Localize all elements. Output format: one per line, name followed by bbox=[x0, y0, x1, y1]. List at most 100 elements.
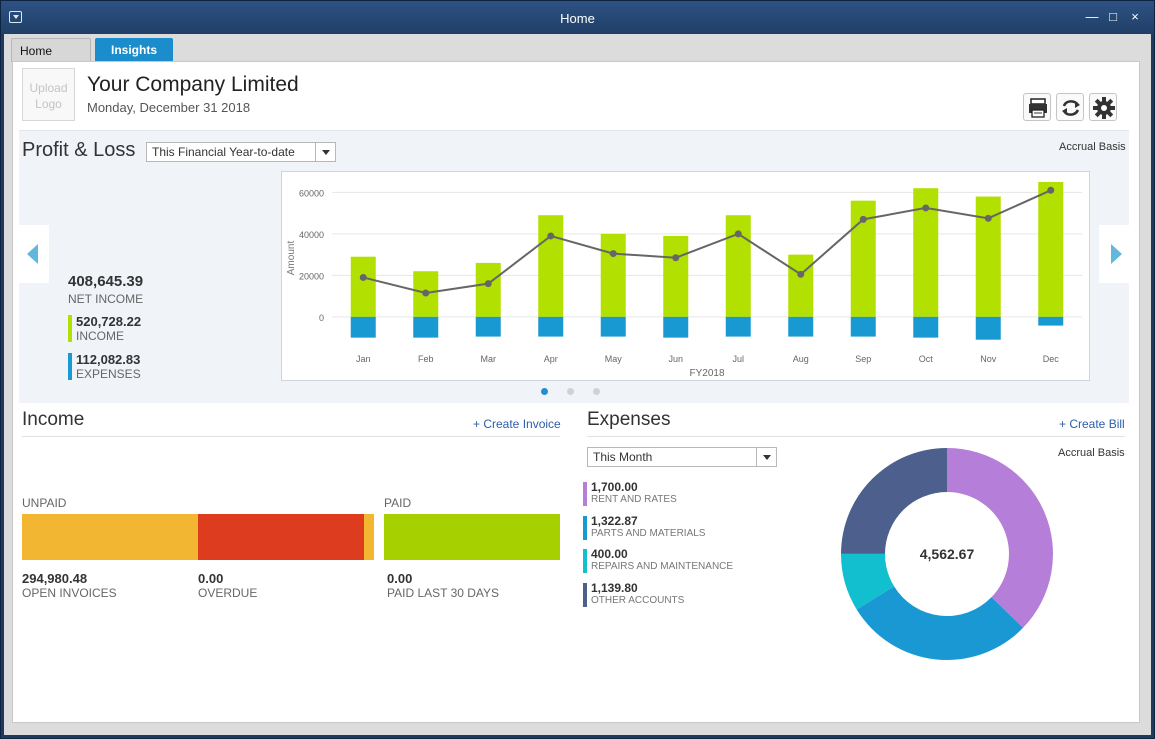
income-color-marker bbox=[68, 315, 72, 342]
net-income-point[interactable] bbox=[484, 280, 492, 288]
window-title: Home bbox=[560, 11, 595, 26]
income-section-title: Income bbox=[22, 409, 85, 430]
net-income-point[interactable] bbox=[672, 254, 680, 262]
income-bar[interactable] bbox=[663, 235, 689, 317]
paid-label: PAID bbox=[384, 496, 412, 510]
tab-insights[interactable]: Insights bbox=[95, 38, 173, 62]
expense-parts-and-materials[interactable]: 1,322.87 PARTS AND MATERIALS bbox=[583, 514, 783, 544]
expenses-donut-svg: 4,562.67 bbox=[841, 448, 1053, 660]
income-summary: 520,728.22 INCOME bbox=[68, 314, 208, 344]
expense-bar[interactable] bbox=[975, 316, 1001, 340]
net-income-point[interactable] bbox=[984, 214, 992, 222]
net-income-point[interactable] bbox=[797, 270, 805, 278]
create-bill-link[interactable]: + Create Bill bbox=[1059, 417, 1125, 431]
donut-slice[interactable] bbox=[856, 586, 1024, 660]
open-invoices-bar-end[interactable] bbox=[364, 514, 374, 560]
overdue-label: OVERDUE bbox=[198, 586, 258, 600]
x-tick-label: Aug bbox=[793, 354, 809, 364]
next-chart-arrow[interactable] bbox=[1099, 225, 1129, 283]
income-bar[interactable] bbox=[475, 262, 501, 317]
title-bar: Home — □ × bbox=[1, 1, 1154, 34]
income-summary-label: INCOME bbox=[76, 329, 124, 343]
y-axis-label: Amount bbox=[286, 241, 297, 276]
expense-bar[interactable] bbox=[538, 316, 564, 337]
minimize-icon[interactable]: — bbox=[1085, 9, 1099, 24]
x-tick-label: Jul bbox=[732, 354, 744, 364]
income-bar[interactable] bbox=[1038, 182, 1064, 317]
x-tick-label: May bbox=[605, 354, 623, 364]
chevron-down-icon[interactable] bbox=[315, 143, 335, 161]
y-tick-label: 40000 bbox=[299, 230, 324, 240]
donut-slice[interactable] bbox=[947, 448, 1053, 628]
rent-value: 1,700.00 bbox=[591, 480, 638, 494]
paid-value: 0.00 bbox=[387, 571, 413, 586]
previous-chart-arrow[interactable] bbox=[19, 225, 49, 283]
company-name: Your Company Limited bbox=[87, 73, 299, 96]
net-income-value: 408,645.39 bbox=[68, 273, 144, 290]
income-summary-value: 520,728.22 bbox=[76, 314, 142, 329]
expense-other-accounts[interactable]: 1,139.80 OTHER ACCOUNTS bbox=[583, 581, 783, 611]
profit-and-loss-section: Profit & Loss This Financial Year-to-dat… bbox=[19, 130, 1129, 403]
parts-label: PARTS AND MATERIALS bbox=[591, 528, 706, 539]
create-invoice-link[interactable]: + Create Invoice bbox=[473, 417, 561, 431]
repairs-label: REPAIRS AND MAINTENANCE bbox=[591, 561, 734, 572]
print-button[interactable] bbox=[1023, 93, 1051, 121]
open-invoices-label: OPEN INVOICES bbox=[22, 586, 117, 600]
overdue-value: 0.00 bbox=[198, 571, 224, 586]
overdue-bar[interactable] bbox=[198, 514, 364, 560]
system-menu-icon[interactable] bbox=[9, 11, 22, 23]
close-icon[interactable]: × bbox=[1131, 9, 1139, 24]
refresh-button[interactable] bbox=[1056, 93, 1084, 121]
expense-bar[interactable] bbox=[600, 316, 626, 337]
expense-bar[interactable] bbox=[350, 316, 376, 338]
maximize-icon[interactable]: □ bbox=[1109, 9, 1117, 24]
income-bar[interactable] bbox=[600, 233, 626, 317]
other-value: 1,139.80 bbox=[591, 581, 638, 595]
chevron-down-icon[interactable] bbox=[756, 448, 776, 466]
net-income-point[interactable] bbox=[359, 273, 367, 281]
net-income-point[interactable] bbox=[859, 215, 867, 223]
expense-rent-and-rates[interactable]: 1,700.00 RENT AND RATES bbox=[583, 480, 783, 510]
settings-button[interactable] bbox=[1089, 93, 1117, 121]
paid-bar[interactable] bbox=[384, 514, 560, 560]
expenses-summary-value: 112,082.83 bbox=[76, 352, 141, 367]
repairs-value: 400.00 bbox=[591, 547, 628, 561]
expense-bar[interactable] bbox=[413, 316, 439, 338]
expense-bar[interactable] bbox=[475, 316, 501, 337]
profit-loss-period-dropdown[interactable]: This Financial Year-to-date bbox=[146, 142, 336, 162]
net-income-point[interactable] bbox=[422, 289, 430, 297]
pagination-dot-2[interactable] bbox=[567, 388, 574, 395]
open-invoices-bar[interactable] bbox=[22, 514, 198, 560]
net-income-point[interactable] bbox=[609, 250, 617, 258]
expense-bar[interactable] bbox=[913, 316, 939, 338]
income-bar[interactable] bbox=[538, 215, 564, 317]
expenses-period-dropdown[interactable]: This Month bbox=[587, 447, 777, 467]
net-income-point[interactable] bbox=[734, 230, 742, 238]
net-income-line bbox=[363, 189, 1052, 295]
y-tick-label: 20000 bbox=[299, 271, 324, 281]
tab-home-page[interactable]: Home Page bbox=[11, 38, 91, 82]
expense-bar[interactable] bbox=[788, 316, 814, 337]
expense-bar[interactable] bbox=[663, 316, 689, 338]
income-header-divider bbox=[22, 436, 560, 437]
net-income-point[interactable] bbox=[1047, 186, 1055, 194]
expense-bar[interactable] bbox=[850, 316, 876, 337]
pagination-dot-3[interactable] bbox=[593, 388, 600, 395]
expense-repairs-and-maintenance[interactable]: 400.00 REPAIRS AND MAINTENANCE bbox=[583, 547, 783, 577]
rent-color-marker bbox=[583, 482, 587, 506]
donut-slice[interactable] bbox=[841, 448, 947, 554]
upload-logo-placeholder[interactable]: Upload Logo bbox=[22, 68, 75, 121]
expense-bar[interactable] bbox=[725, 316, 751, 337]
income-bar[interactable] bbox=[350, 256, 376, 317]
expense-bar[interactable] bbox=[1038, 316, 1064, 326]
other-label: OTHER ACCOUNTS bbox=[591, 595, 685, 606]
donut-slice[interactable] bbox=[841, 553, 895, 610]
expenses-donut-chart: 4,562.67 bbox=[839, 446, 1055, 662]
income-bar[interactable] bbox=[788, 254, 814, 317]
pagination-dot-1[interactable] bbox=[541, 388, 548, 395]
chart-pagination bbox=[541, 388, 611, 398]
net-income-point[interactable] bbox=[922, 204, 930, 212]
net-income-point[interactable] bbox=[547, 232, 555, 240]
expenses-summary: 112,082.83 EXPENSES bbox=[68, 352, 208, 382]
other-color-marker bbox=[583, 583, 587, 607]
